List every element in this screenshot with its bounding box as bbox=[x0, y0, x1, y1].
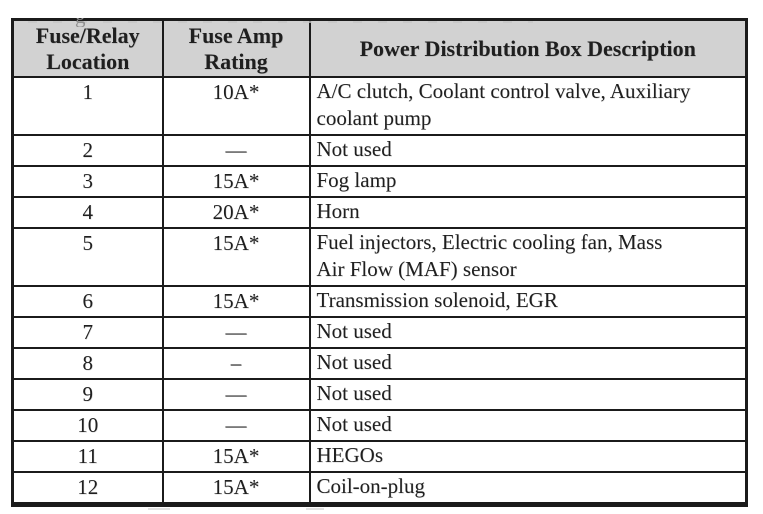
header-fuse-relay-location: Fuse/Relay Location bbox=[11, 18, 164, 78]
table-row: 5 15A* Fuel injectors, Electric cooling … bbox=[11, 227, 748, 287]
cell-fuse-location: 9 bbox=[11, 378, 164, 411]
cell-fuse-location: 3 bbox=[11, 165, 164, 198]
table-row: 8 – Not used bbox=[11, 347, 748, 380]
cell-amp-rating: — bbox=[161, 378, 311, 411]
table-row: 6 15A* Transmission solenoid, EGR bbox=[11, 285, 748, 318]
manual-page: { "page": { "top_remnant_glyph": "g" }, … bbox=[0, 18, 763, 514]
cell-description: Coil-on-plug bbox=[308, 471, 748, 506]
cell-amp-rating: 20A* bbox=[161, 196, 311, 229]
table-row: 9 — Not used bbox=[11, 378, 748, 411]
cell-amp-rating: – bbox=[161, 347, 311, 380]
cropped-text-descender: g bbox=[75, 18, 86, 27]
cell-fuse-location: 4 bbox=[11, 196, 164, 229]
cropped-text-remnant bbox=[306, 508, 324, 510]
cell-fuse-location: 6 bbox=[11, 285, 164, 318]
cell-description: Not used bbox=[308, 134, 748, 167]
cell-amp-rating: 15A* bbox=[161, 285, 311, 318]
fuse-table-header: Fuse/Relay Location Fuse Amp Rating Powe… bbox=[11, 18, 748, 78]
cell-fuse-location: 1 bbox=[11, 76, 164, 136]
cell-description: Horn bbox=[308, 196, 748, 229]
header-power-distribution-description: Power Distribution Box Description bbox=[308, 18, 748, 78]
cell-amp-rating: 15A* bbox=[161, 227, 311, 287]
cropped-text-baseline-marks bbox=[28, 21, 533, 23]
header-row: Fuse/Relay Location Fuse Amp Rating Powe… bbox=[11, 18, 748, 78]
fuse-table-body: 1 10A* A/C clutch, Coolant control valve… bbox=[11, 76, 748, 506]
fuse-table: Fuse/Relay Location Fuse Amp Rating Powe… bbox=[11, 18, 748, 507]
table-row: 11 15A* HEGOs bbox=[11, 440, 748, 473]
cell-description: Not used bbox=[308, 316, 748, 349]
cell-fuse-location: 11 bbox=[11, 440, 164, 473]
cell-description: A/C clutch, Coolant control valve, Auxil… bbox=[308, 76, 748, 136]
cropped-text-remnant: g bbox=[28, 18, 533, 27]
cell-amp-rating: — bbox=[161, 316, 311, 349]
table-row: 7 — Not used bbox=[11, 316, 748, 349]
table-row: 4 20A* Horn bbox=[11, 196, 748, 229]
cell-description: HEGOs bbox=[308, 440, 748, 473]
cell-description: Not used bbox=[308, 347, 748, 380]
cell-amp-rating: 15A* bbox=[161, 165, 311, 198]
cell-fuse-location: 2 bbox=[11, 134, 164, 167]
cell-amp-rating: — bbox=[161, 409, 311, 442]
cropped-text-remnant bbox=[148, 508, 170, 510]
cell-description: Fuel injectors, Electric cooling fan, Ma… bbox=[308, 227, 748, 287]
table-row: 2 — Not used bbox=[11, 134, 748, 167]
cell-fuse-location: 5 bbox=[11, 227, 164, 287]
cell-amp-rating: 10A* bbox=[161, 76, 311, 136]
cell-fuse-location: 12 bbox=[11, 471, 164, 506]
table-row: 1 10A* A/C clutch, Coolant control valve… bbox=[11, 76, 748, 136]
cell-fuse-location: 10 bbox=[11, 409, 164, 442]
table-row: 10 — Not used bbox=[11, 409, 748, 442]
cell-amp-rating: — bbox=[161, 134, 311, 167]
cell-description: Not used bbox=[308, 378, 748, 411]
cell-fuse-location: 8 bbox=[11, 347, 164, 380]
cell-description: Transmission solenoid, EGR bbox=[308, 285, 748, 318]
table-row: 3 15A* Fog lamp bbox=[11, 165, 748, 198]
table-row: 12 15A* Coil-on-plug bbox=[11, 471, 748, 506]
cell-amp-rating: 15A* bbox=[161, 471, 311, 506]
cell-amp-rating: 15A* bbox=[161, 440, 311, 473]
header-fuse-amp-rating: Fuse Amp Rating bbox=[161, 18, 311, 78]
cell-description: Not used bbox=[308, 409, 748, 442]
cell-description: Fog lamp bbox=[308, 165, 748, 198]
cell-fuse-location: 7 bbox=[11, 316, 164, 349]
